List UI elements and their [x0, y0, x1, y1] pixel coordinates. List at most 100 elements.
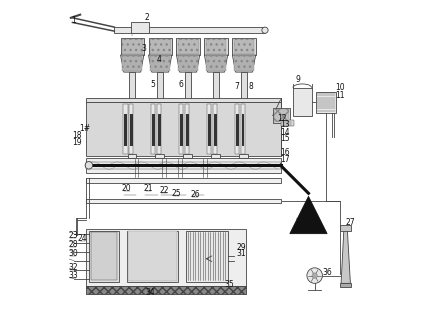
Text: 1: 1 [72, 17, 76, 25]
Bar [186, 114, 189, 146]
Text: 22: 22 [159, 186, 169, 195]
Text: 6: 6 [179, 80, 183, 89]
Bar [122, 39, 143, 54]
Text: 35: 35 [225, 280, 234, 290]
Bar [114, 27, 265, 33]
Text: 1#: 1# [79, 124, 90, 133]
Bar [213, 104, 217, 154]
Bar [148, 38, 172, 55]
Bar [207, 104, 211, 154]
Bar [185, 72, 191, 100]
Text: 25: 25 [171, 189, 181, 198]
Bar [316, 92, 336, 113]
Bar [274, 109, 289, 122]
Circle shape [307, 268, 323, 283]
Polygon shape [233, 55, 256, 72]
Bar [340, 225, 351, 231]
Circle shape [312, 273, 317, 278]
Text: 2: 2 [144, 13, 149, 22]
Text: 18: 18 [72, 131, 82, 140]
Polygon shape [176, 55, 200, 72]
Bar [88, 103, 279, 154]
Bar [86, 286, 246, 294]
Bar [128, 232, 177, 281]
Bar [120, 38, 144, 55]
Text: 19: 19 [72, 138, 82, 147]
Bar [241, 114, 245, 146]
Text: 36: 36 [322, 268, 332, 277]
Text: 28: 28 [68, 240, 78, 249]
Bar [129, 72, 136, 100]
Text: 20: 20 [296, 218, 306, 227]
Text: 14: 14 [280, 128, 290, 137]
Text: 24: 24 [78, 234, 87, 243]
Text: 17: 17 [280, 155, 290, 163]
Bar [213, 72, 219, 100]
Bar [185, 104, 189, 154]
Circle shape [262, 27, 268, 33]
Bar [86, 162, 280, 169]
Bar [204, 38, 228, 55]
Bar [176, 38, 200, 55]
Bar [127, 231, 178, 282]
Text: 29: 29 [237, 243, 246, 252]
Text: 21: 21 [144, 184, 153, 193]
Bar [233, 38, 256, 55]
Bar [89, 231, 119, 282]
Text: 9: 9 [295, 76, 300, 85]
Bar [152, 114, 155, 146]
Bar [280, 120, 295, 126]
Bar [293, 88, 311, 116]
Circle shape [85, 162, 93, 169]
Bar [236, 114, 239, 146]
Text: 8: 8 [249, 82, 253, 90]
Bar [123, 104, 128, 154]
Bar [132, 22, 148, 33]
Bar [214, 114, 217, 146]
Bar [86, 229, 246, 286]
Bar [150, 39, 171, 54]
Bar [208, 114, 211, 146]
Bar [241, 72, 247, 100]
Text: 27: 27 [346, 218, 355, 227]
Bar [206, 56, 226, 71]
Bar [124, 114, 127, 146]
Text: 26: 26 [190, 190, 200, 199]
Bar [180, 114, 183, 146]
Polygon shape [204, 55, 228, 72]
Text: 4: 4 [157, 55, 162, 64]
Bar [150, 56, 170, 71]
Text: 3: 3 [141, 44, 146, 53]
Text: 7: 7 [235, 82, 240, 90]
Bar [179, 104, 183, 154]
Text: 33: 33 [68, 271, 78, 280]
Bar [235, 104, 239, 154]
Bar [340, 283, 351, 287]
Bar [152, 104, 155, 154]
Bar [179, 56, 198, 71]
Text: 32: 32 [68, 263, 78, 272]
Bar [273, 108, 290, 123]
Polygon shape [290, 196, 327, 234]
Bar [130, 114, 132, 146]
Bar [157, 104, 161, 154]
Bar [157, 72, 163, 100]
Bar [155, 154, 164, 158]
Text: 13: 13 [280, 120, 290, 129]
Text: 30: 30 [68, 249, 78, 258]
Text: 23: 23 [68, 231, 78, 240]
Text: 5: 5 [151, 80, 155, 89]
Bar [241, 104, 245, 154]
Text: 12: 12 [277, 114, 287, 123]
Polygon shape [341, 229, 350, 283]
Bar [122, 56, 142, 71]
Polygon shape [148, 55, 172, 72]
Text: 16: 16 [280, 149, 290, 157]
Bar [86, 102, 280, 156]
Bar [239, 154, 248, 158]
Bar [86, 98, 280, 102]
Text: 34: 34 [145, 288, 155, 297]
Bar [86, 178, 280, 183]
Bar [158, 114, 161, 146]
Bar [186, 231, 228, 282]
